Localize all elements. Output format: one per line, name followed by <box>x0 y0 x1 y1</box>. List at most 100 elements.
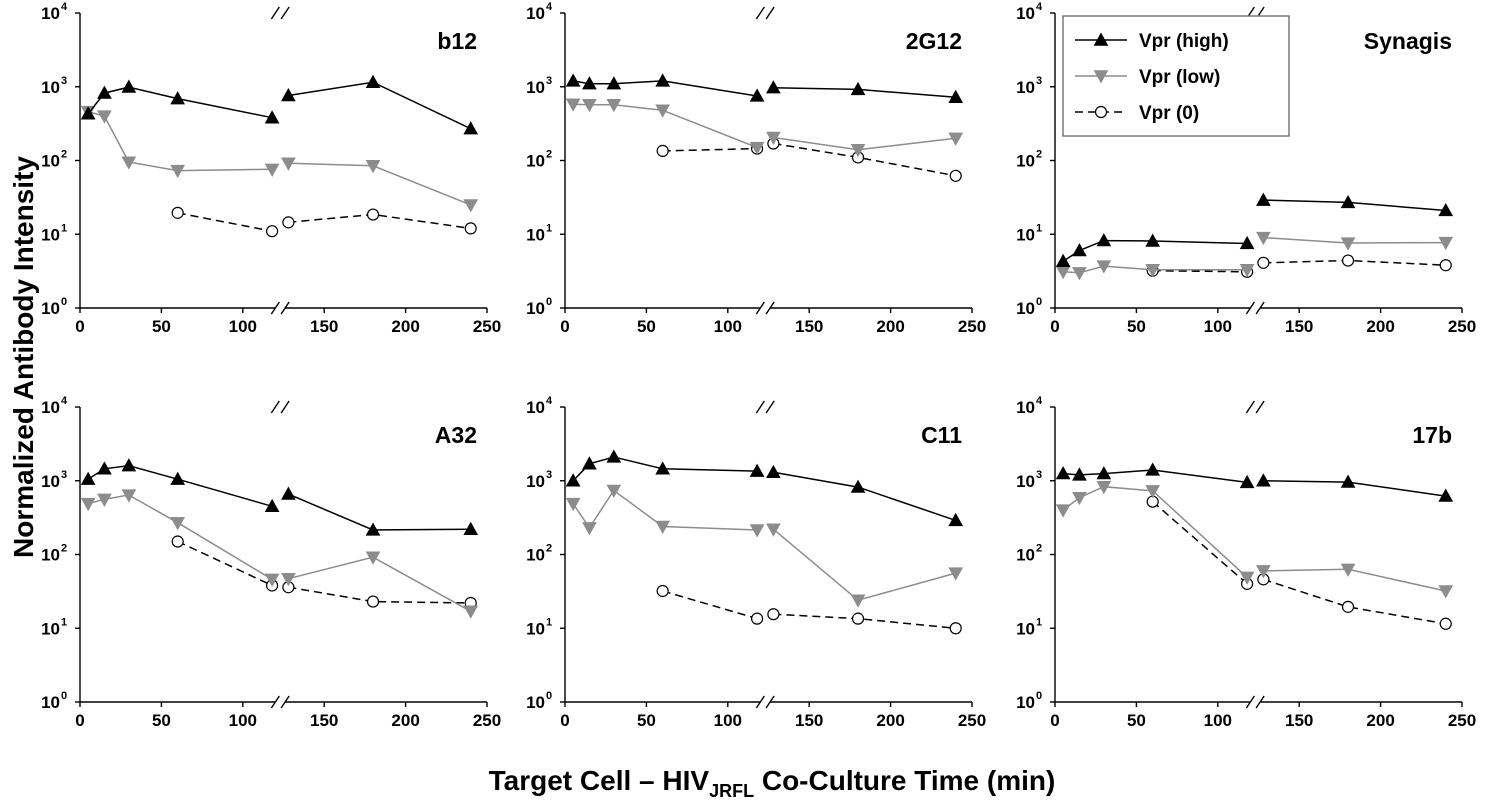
y-tick-label: 10 <box>41 546 60 565</box>
series-line-low <box>772 528 956 602</box>
data-point-low <box>948 567 964 581</box>
series-line-high <box>288 81 472 130</box>
y-tick-exponent: 2 <box>61 149 67 161</box>
data-point-low <box>565 497 581 512</box>
data-point-low <box>606 99 622 113</box>
data-point-high <box>766 464 781 479</box>
y-tick-label: 10 <box>41 299 60 318</box>
x-tick-label: 0 <box>75 317 84 336</box>
data-point-high <box>365 522 381 536</box>
data-point-high <box>606 449 622 463</box>
x-tick-label: 50 <box>152 317 171 336</box>
x-tick-label: 200 <box>876 711 904 730</box>
data-point-low <box>655 104 671 118</box>
x-tick-label: 200 <box>1366 711 1394 730</box>
data-point-high <box>1256 473 1271 487</box>
y-tick-label: 10 <box>526 4 545 23</box>
x-tick-label: 0 <box>1050 711 1059 730</box>
y-tick-exponent: 3 <box>546 75 552 87</box>
y-tick-exponent: 4 <box>1036 395 1043 407</box>
data-point-high <box>1438 488 1454 502</box>
data-point-high <box>170 91 186 105</box>
y-tick-label: 10 <box>526 398 545 417</box>
data-point-low <box>766 131 781 146</box>
y-tick-label: 10 <box>526 299 545 318</box>
data-point-high <box>170 471 186 485</box>
y-tick-label: 10 <box>1016 299 1035 318</box>
data-point-low <box>121 489 137 503</box>
series-line-zero <box>288 213 471 230</box>
data-point-low <box>749 524 765 538</box>
axis-break-mark-top <box>1245 400 1255 414</box>
y-tick-label: 10 <box>41 152 60 171</box>
data-point-low <box>582 99 597 113</box>
y-tick-exponent: 3 <box>1036 75 1042 87</box>
y-tick-label: 10 <box>526 693 545 712</box>
data-point-high <box>565 73 581 87</box>
y-tick-label: 10 <box>1016 546 1035 565</box>
data-point-zero <box>751 612 764 625</box>
data-point-high <box>121 458 137 472</box>
series-line-high <box>1263 480 1446 497</box>
data-point-high <box>1340 474 1356 488</box>
y-tick-exponent: 0 <box>61 690 67 702</box>
series-high <box>80 74 479 135</box>
y-tick-exponent: 4 <box>1036 1 1043 13</box>
data-point-high <box>948 89 964 103</box>
data-point-low <box>1239 571 1255 585</box>
data-point-low <box>97 493 112 507</box>
y-tick-exponent: 1 <box>546 222 552 234</box>
data-point-zero <box>1341 600 1355 613</box>
data-point-high <box>1096 466 1112 480</box>
y-tick-label: 10 <box>526 546 545 565</box>
data-point-high <box>582 76 597 90</box>
legend-label-high: Vpr (high) <box>1139 31 1229 52</box>
series-line-low <box>87 110 273 172</box>
axis-break-mark-top <box>755 400 765 414</box>
data-point-high <box>948 512 964 527</box>
y-tick-label: 10 <box>1016 152 1035 171</box>
series-line-high <box>288 493 471 531</box>
data-point-low <box>655 520 671 534</box>
series-low <box>1055 481 1454 599</box>
data-point-high <box>850 81 866 96</box>
panel-title: b12 <box>437 28 477 54</box>
data-point-low <box>281 157 296 171</box>
series-line-high <box>773 471 956 522</box>
data-point-low <box>582 522 597 536</box>
y-tick-exponent: 0 <box>546 296 552 308</box>
series-zero <box>1146 254 1452 278</box>
data-point-low <box>121 156 137 170</box>
series-low <box>565 484 964 608</box>
x-tick-label: 0 <box>1050 317 1059 336</box>
series-line-zero <box>177 540 273 587</box>
data-point-high <box>749 88 765 102</box>
y-tick-label: 10 <box>1016 225 1035 244</box>
y-tick-label: 10 <box>1016 472 1035 491</box>
data-point-low <box>1438 585 1454 599</box>
axis-break-mark-bottom <box>1255 695 1265 709</box>
data-point-zero <box>1439 617 1452 630</box>
y-tick-exponent: 1 <box>61 222 67 234</box>
y-tick-exponent: 1 <box>1036 616 1042 628</box>
x-tick-label: 100 <box>714 711 742 730</box>
series-line-low <box>288 162 471 206</box>
y-tick-exponent: 0 <box>546 690 552 702</box>
data-point-high <box>365 74 381 88</box>
series-line-high <box>773 86 956 99</box>
panel-title: C11 <box>921 422 962 448</box>
x-axis-label-main: Target Cell – HIV <box>489 765 710 796</box>
legend: Vpr (high) Vpr (low) Vpr (0) <box>1062 15 1290 137</box>
y-tick-exponent: 3 <box>1036 469 1042 481</box>
y-tick-label: 10 <box>526 619 545 638</box>
y-tick-exponent: 0 <box>1036 690 1042 702</box>
data-point-high <box>1239 235 1255 250</box>
data-point-low <box>606 484 622 498</box>
series-high <box>565 449 964 527</box>
data-point-low <box>850 144 866 158</box>
data-point-high <box>766 80 781 94</box>
